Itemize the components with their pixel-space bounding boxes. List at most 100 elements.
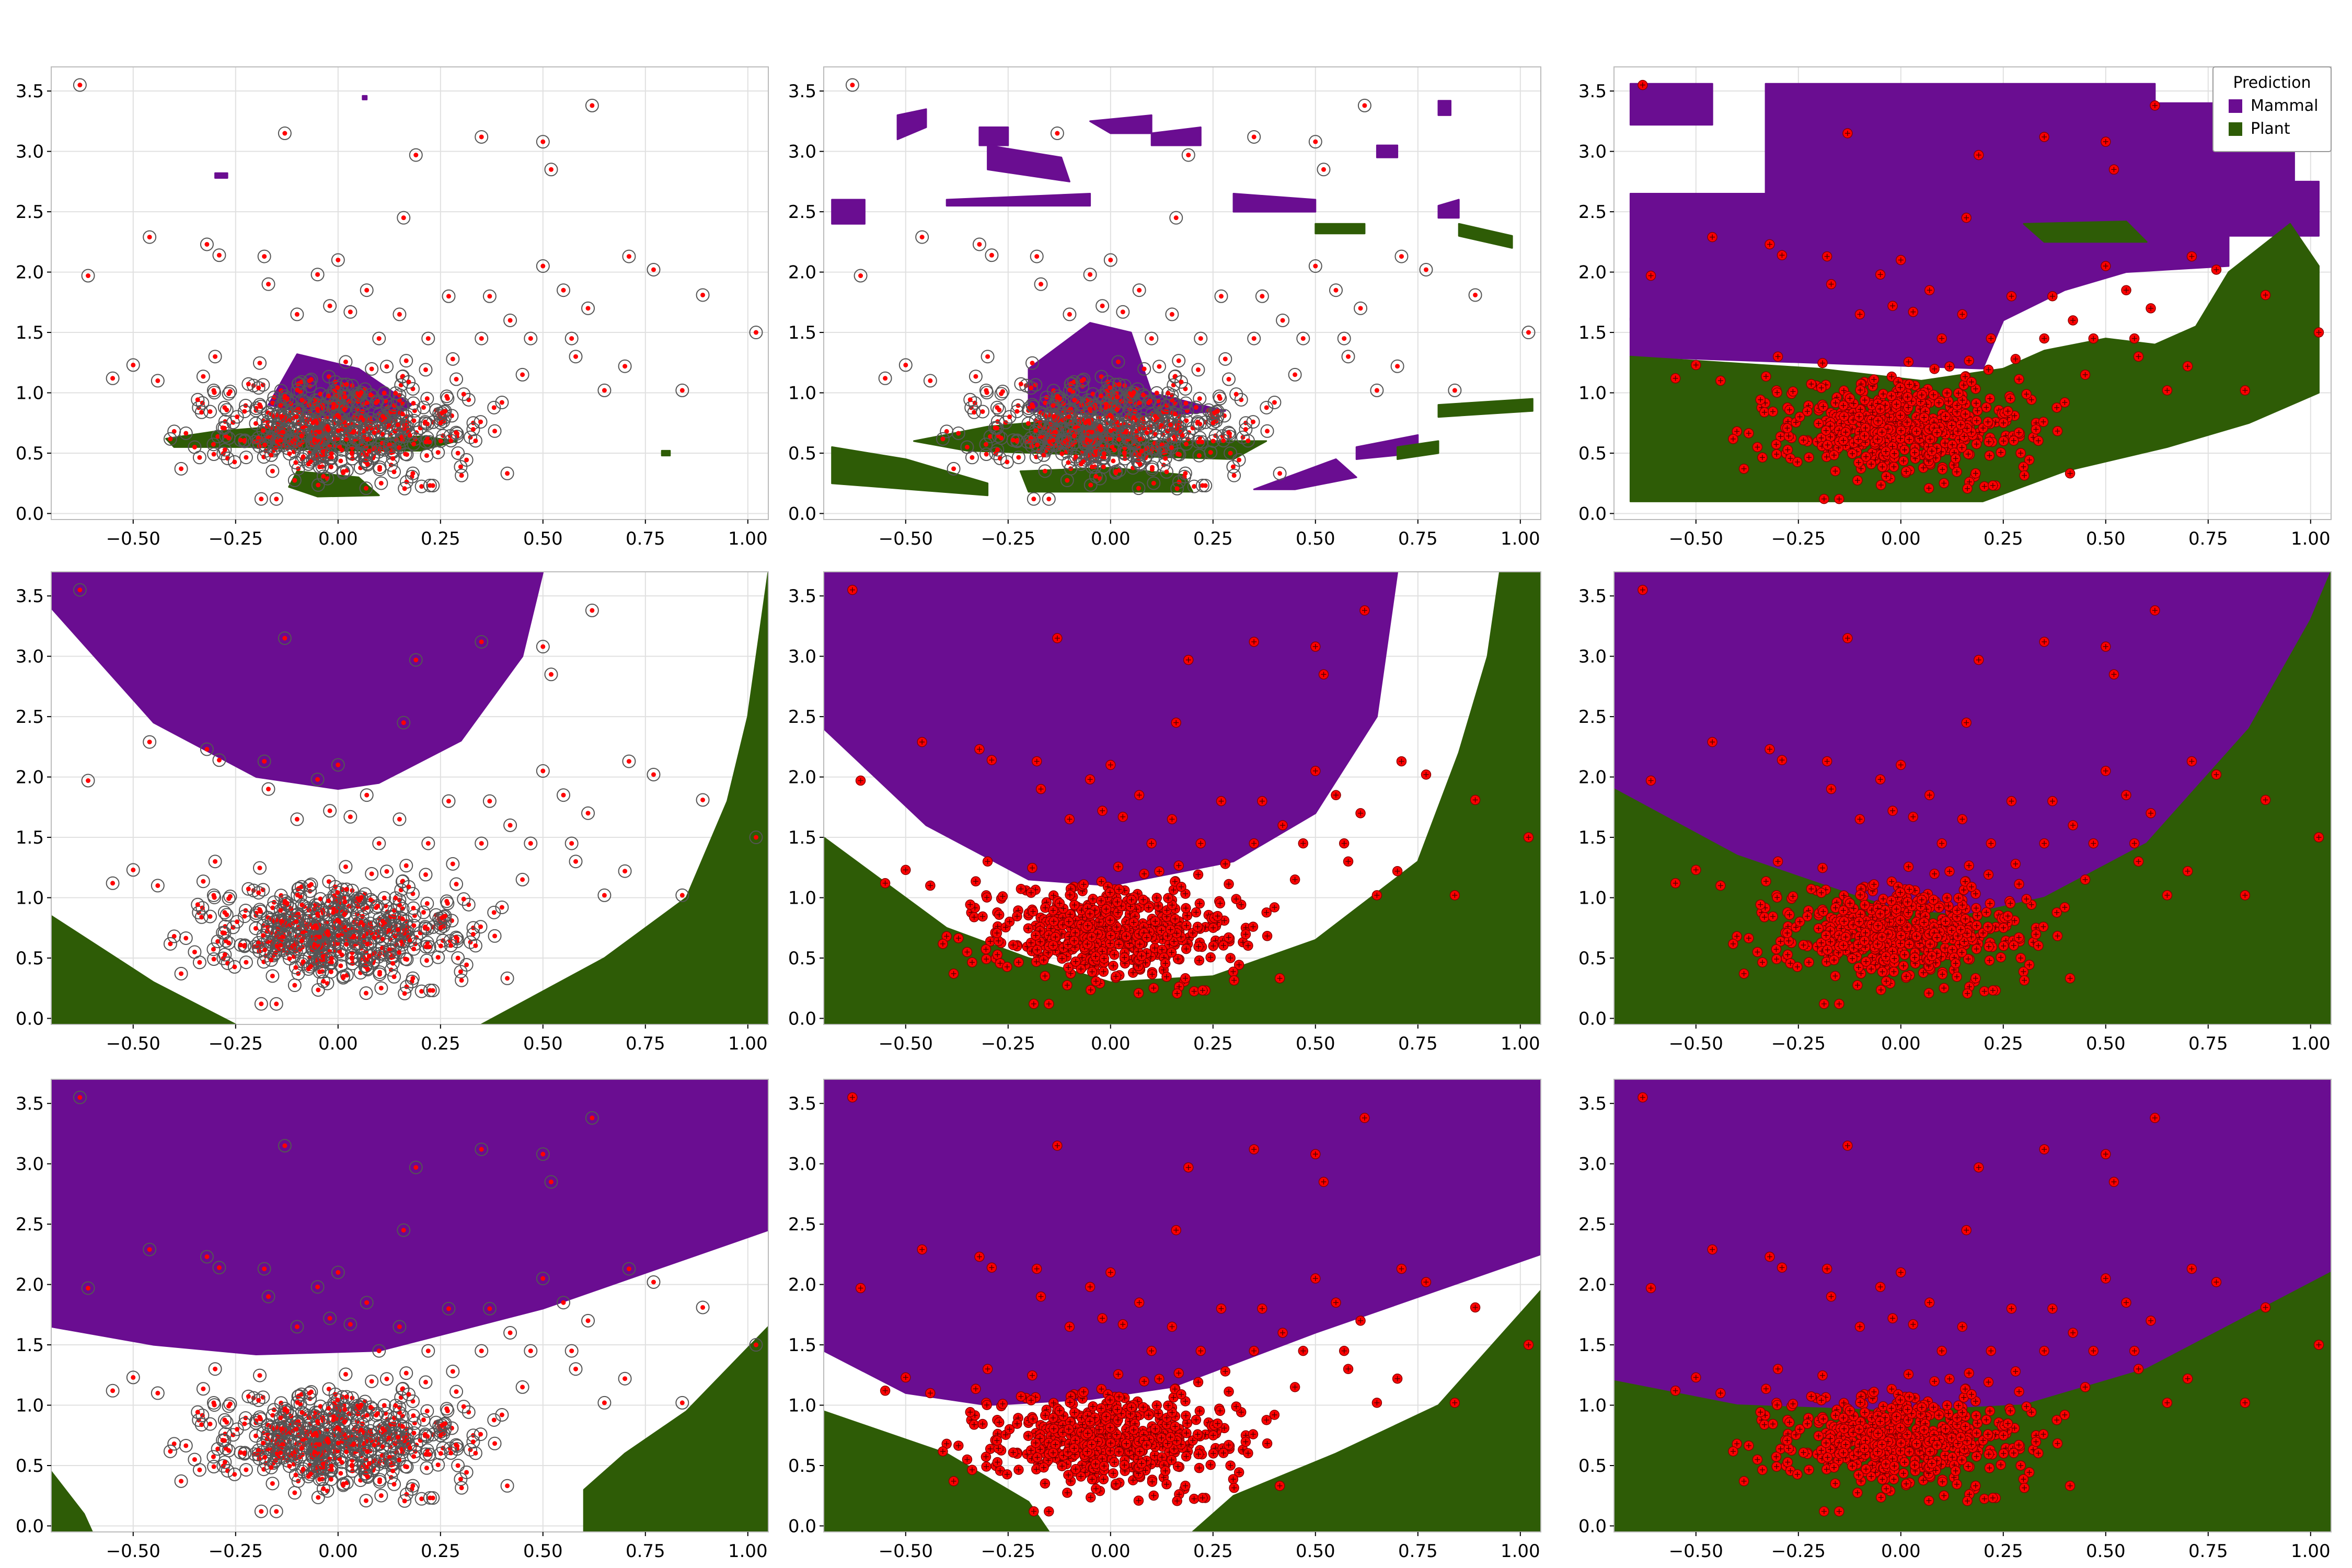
- data-point: [1231, 473, 1237, 478]
- data-point: [318, 391, 323, 397]
- data-point: [423, 872, 428, 877]
- data-point: [1264, 405, 1269, 410]
- point-ring: [979, 447, 994, 462]
- point-cross: [1906, 359, 1911, 365]
- point-ring: [304, 373, 318, 387]
- point-cross: [1785, 447, 1791, 453]
- point-ring: [192, 451, 206, 465]
- data-point: [1144, 430, 1149, 435]
- point-cross: [1898, 257, 1904, 263]
- point-cross: [2263, 292, 2268, 298]
- point-cross: [1973, 400, 1979, 406]
- x-tick-label: 1.00: [728, 528, 768, 549]
- region-mammal: [824, 572, 1399, 886]
- decision-regions: [1629, 83, 2320, 502]
- point-cross: [1894, 401, 1899, 407]
- data-point: [183, 431, 189, 436]
- point-ring: [1419, 262, 1433, 276]
- point-ring: [237, 405, 251, 419]
- y-tick-label: 3.5: [788, 81, 816, 102]
- point-ring: [163, 432, 177, 446]
- data-point: [257, 866, 262, 871]
- data-point: [438, 420, 443, 425]
- data-point: [341, 469, 346, 474]
- point-ring: [444, 939, 458, 953]
- point-ring: [1267, 395, 1282, 409]
- point-ring: [207, 386, 222, 400]
- point-ring: [234, 938, 248, 952]
- point-ring: [1181, 148, 1195, 162]
- region-plant: [1437, 398, 1534, 418]
- data-point: [256, 890, 261, 895]
- point-ring: [1234, 393, 1248, 407]
- region-mammal: [946, 193, 1091, 207]
- point-ring: [1002, 410, 1017, 424]
- point-ring: [352, 893, 366, 907]
- data-point: [1156, 398, 1161, 403]
- data-point: [622, 364, 628, 369]
- point-ring: [1165, 307, 1179, 321]
- panel-1-1: −0.50 −0.25 0.00 0.25 0.50 0.75 1.000.00.51.01…: [16, 66, 769, 549]
- decision-regions: [51, 572, 768, 1024]
- data-point: [1088, 272, 1093, 277]
- data-point: [1136, 486, 1141, 491]
- data-point: [1108, 413, 1113, 418]
- data-point: [435, 955, 441, 960]
- data-point: [464, 962, 469, 967]
- data-point: [1168, 422, 1173, 428]
- point-ring: [280, 896, 294, 910]
- point-ring: [260, 419, 274, 433]
- point-ring: [252, 903, 267, 917]
- data-point: [1399, 254, 1404, 259]
- point-ring: [1178, 382, 1192, 396]
- point-cross: [2185, 363, 2190, 369]
- data-point: [171, 429, 177, 434]
- data-point: [211, 452, 216, 457]
- x-tick-label: 0.50: [2086, 528, 2126, 549]
- data-point: [499, 400, 504, 405]
- x-tick-label: −0.25: [981, 528, 1035, 549]
- data-point: [423, 944, 429, 949]
- point-ring: [331, 253, 345, 267]
- point-cross: [2005, 408, 2011, 414]
- x-tick-label: 0.00: [1091, 528, 1131, 549]
- point-ring: [468, 939, 482, 953]
- data-point: [403, 863, 409, 868]
- data-point: [278, 943, 283, 948]
- data-point: [216, 757, 222, 763]
- point-ring: [393, 898, 407, 912]
- point-ring: [1105, 440, 1119, 454]
- point-ring: [258, 943, 272, 957]
- data-point: [390, 456, 396, 461]
- region-mammal: [987, 144, 1070, 182]
- point-cross: [1946, 364, 1952, 370]
- point-ring: [1025, 356, 1040, 370]
- point-cross: [1855, 460, 1861, 466]
- point-cross: [2136, 354, 2141, 360]
- data-point: [446, 799, 451, 804]
- point-cross: [1758, 397, 1763, 402]
- point-ring: [284, 436, 298, 450]
- point-cross: [1185, 657, 1191, 663]
- point-ring: [276, 930, 290, 944]
- point-ring: [406, 382, 420, 396]
- data-point: [183, 936, 189, 941]
- point-ring: [396, 397, 410, 411]
- data-point: [450, 356, 455, 362]
- point-cross: [1890, 303, 1896, 309]
- point-ring: [414, 984, 429, 998]
- point-ring: [264, 953, 278, 967]
- data-point: [299, 433, 304, 439]
- data-point: [246, 382, 251, 387]
- data-point: [295, 892, 300, 897]
- data-point: [201, 879, 206, 884]
- y-tick-label: 0.5: [16, 948, 44, 969]
- point-ring: [388, 929, 402, 943]
- point-ring: [622, 249, 636, 263]
- plot-frame: [51, 66, 769, 520]
- point-ring: [126, 863, 140, 877]
- point-cross: [1850, 417, 1856, 423]
- data-point: [266, 787, 271, 792]
- point-ring: [1038, 464, 1052, 478]
- region-mammal: [214, 172, 228, 179]
